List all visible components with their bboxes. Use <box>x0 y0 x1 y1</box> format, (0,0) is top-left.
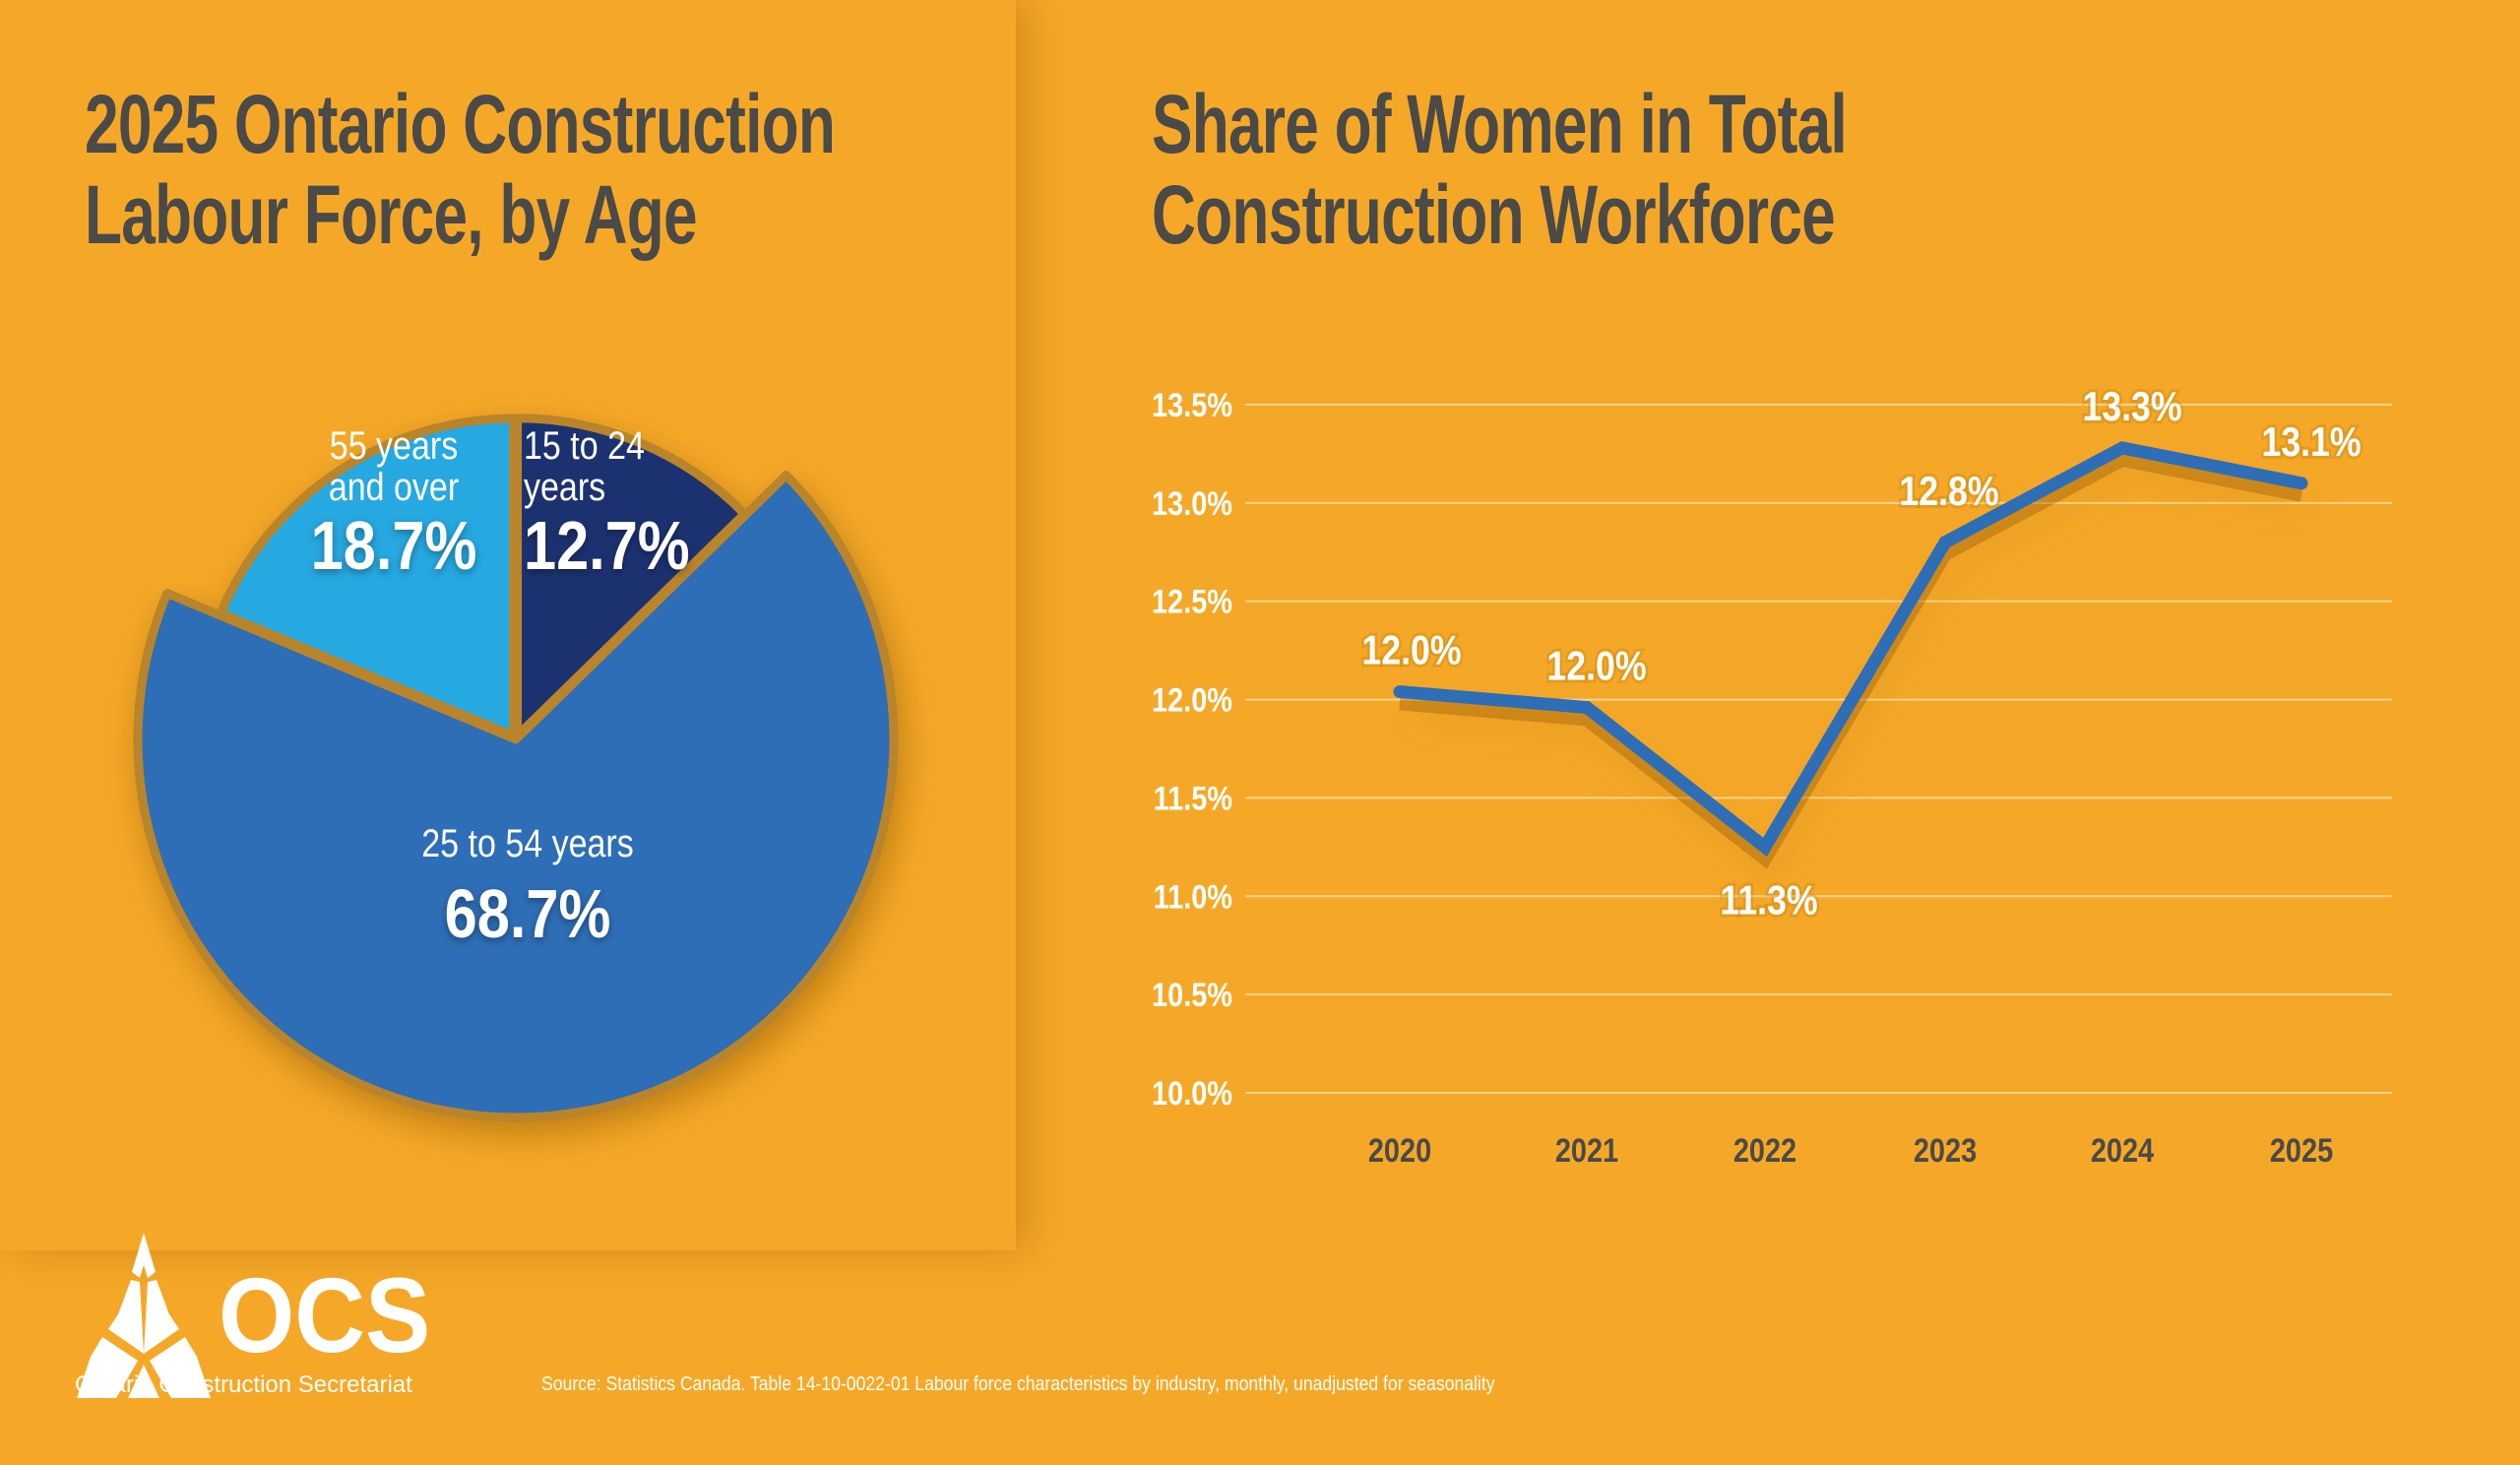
data-point <box>1581 701 1593 714</box>
line-shadow <box>1399 452 2303 869</box>
x-tick-label: 2025 <box>2270 1131 2333 1170</box>
slice-label-line1: 55 years <box>329 424 459 468</box>
data-point <box>2116 441 2128 454</box>
y-tick-label: 10.5% <box>1152 976 1232 1014</box>
line-title-line-1: Share of Women in Total <box>1152 78 1848 170</box>
x-tick-label: 2020 <box>1368 1131 1431 1170</box>
pie-title-line-2: Labour Force, by Age <box>85 168 698 261</box>
y-tick-label: 13.0% <box>1152 484 1232 523</box>
pie-slice-25-54 <box>133 471 899 1122</box>
data-label: 11.3% <box>1720 878 1817 924</box>
pie-slice-55-plus <box>216 414 519 741</box>
line-chart: 10.0% 10.5% 11.0% 11.5% 12.0% 12.5% 13.0% 13.5%… <box>1152 382 2392 1170</box>
y-tick-label: 10.0% <box>1152 1074 1232 1113</box>
series-line <box>1393 441 2308 858</box>
slice-label-line2: and over <box>328 466 460 509</box>
x-tick-label: 2024 <box>2091 1131 2155 1170</box>
y-tick-label: 11.0% <box>1154 877 1232 916</box>
line-title-line-2: Construction Workforce <box>1152 168 1836 261</box>
slice-value: 18.7% <box>310 507 477 584</box>
x-tick-label: 2021 <box>1555 1131 1618 1170</box>
y-tick-label: 12.0% <box>1152 680 1232 719</box>
y-tick-label: 12.5% <box>1152 582 1232 620</box>
data-point <box>1394 685 1406 698</box>
pie-label-25-54: 25 to 54 years 68.7% <box>403 823 654 951</box>
data-label: 12.8% <box>1899 469 1998 514</box>
data-label: 12.0% <box>1361 628 1461 673</box>
slice-value: 68.7% <box>444 875 611 952</box>
pie-chart-title: 2025 Ontario Construction Labour Force, … <box>85 78 836 261</box>
logo-text: OCS <box>219 1255 431 1374</box>
data-point <box>1939 536 1951 548</box>
pie-chart <box>133 414 899 1122</box>
data-label: 13.1% <box>2261 419 2361 465</box>
x-tick-label: 2023 <box>1914 1131 1977 1170</box>
organization-name: Ontario Construction Secretariat <box>75 1371 412 1398</box>
pie-title-line-1: 2025 Ontario Construction <box>85 78 836 170</box>
y-tick-label: 11.5% <box>1154 779 1232 817</box>
slice-label-line2: years <box>524 466 606 509</box>
data-label: 12.0% <box>1546 644 1646 689</box>
pie-label-15-24: 15 to 24 years 12.7% <box>524 424 690 584</box>
slice-value: 12.7% <box>524 507 690 584</box>
slice-label-line1: 15 to 24 <box>524 424 645 468</box>
data-point <box>2296 477 2307 489</box>
data-point <box>1759 841 1771 854</box>
pie-label-55-plus: 55 years and over 18.7% <box>310 425 477 583</box>
slice-label-line1: 25 to 54 years <box>421 822 634 865</box>
source-note: Source: Statistics Canada. Table 14-10-0… <box>541 1373 1495 1395</box>
y-tick-label: 13.5% <box>1152 386 1232 424</box>
data-label: 13.3% <box>2082 384 2181 429</box>
pie-slice-15-24 <box>513 414 749 740</box>
x-tick-label: 2022 <box>1733 1131 1796 1170</box>
line-chart-title: Share of Women in Total Construction Wor… <box>1152 78 1848 261</box>
